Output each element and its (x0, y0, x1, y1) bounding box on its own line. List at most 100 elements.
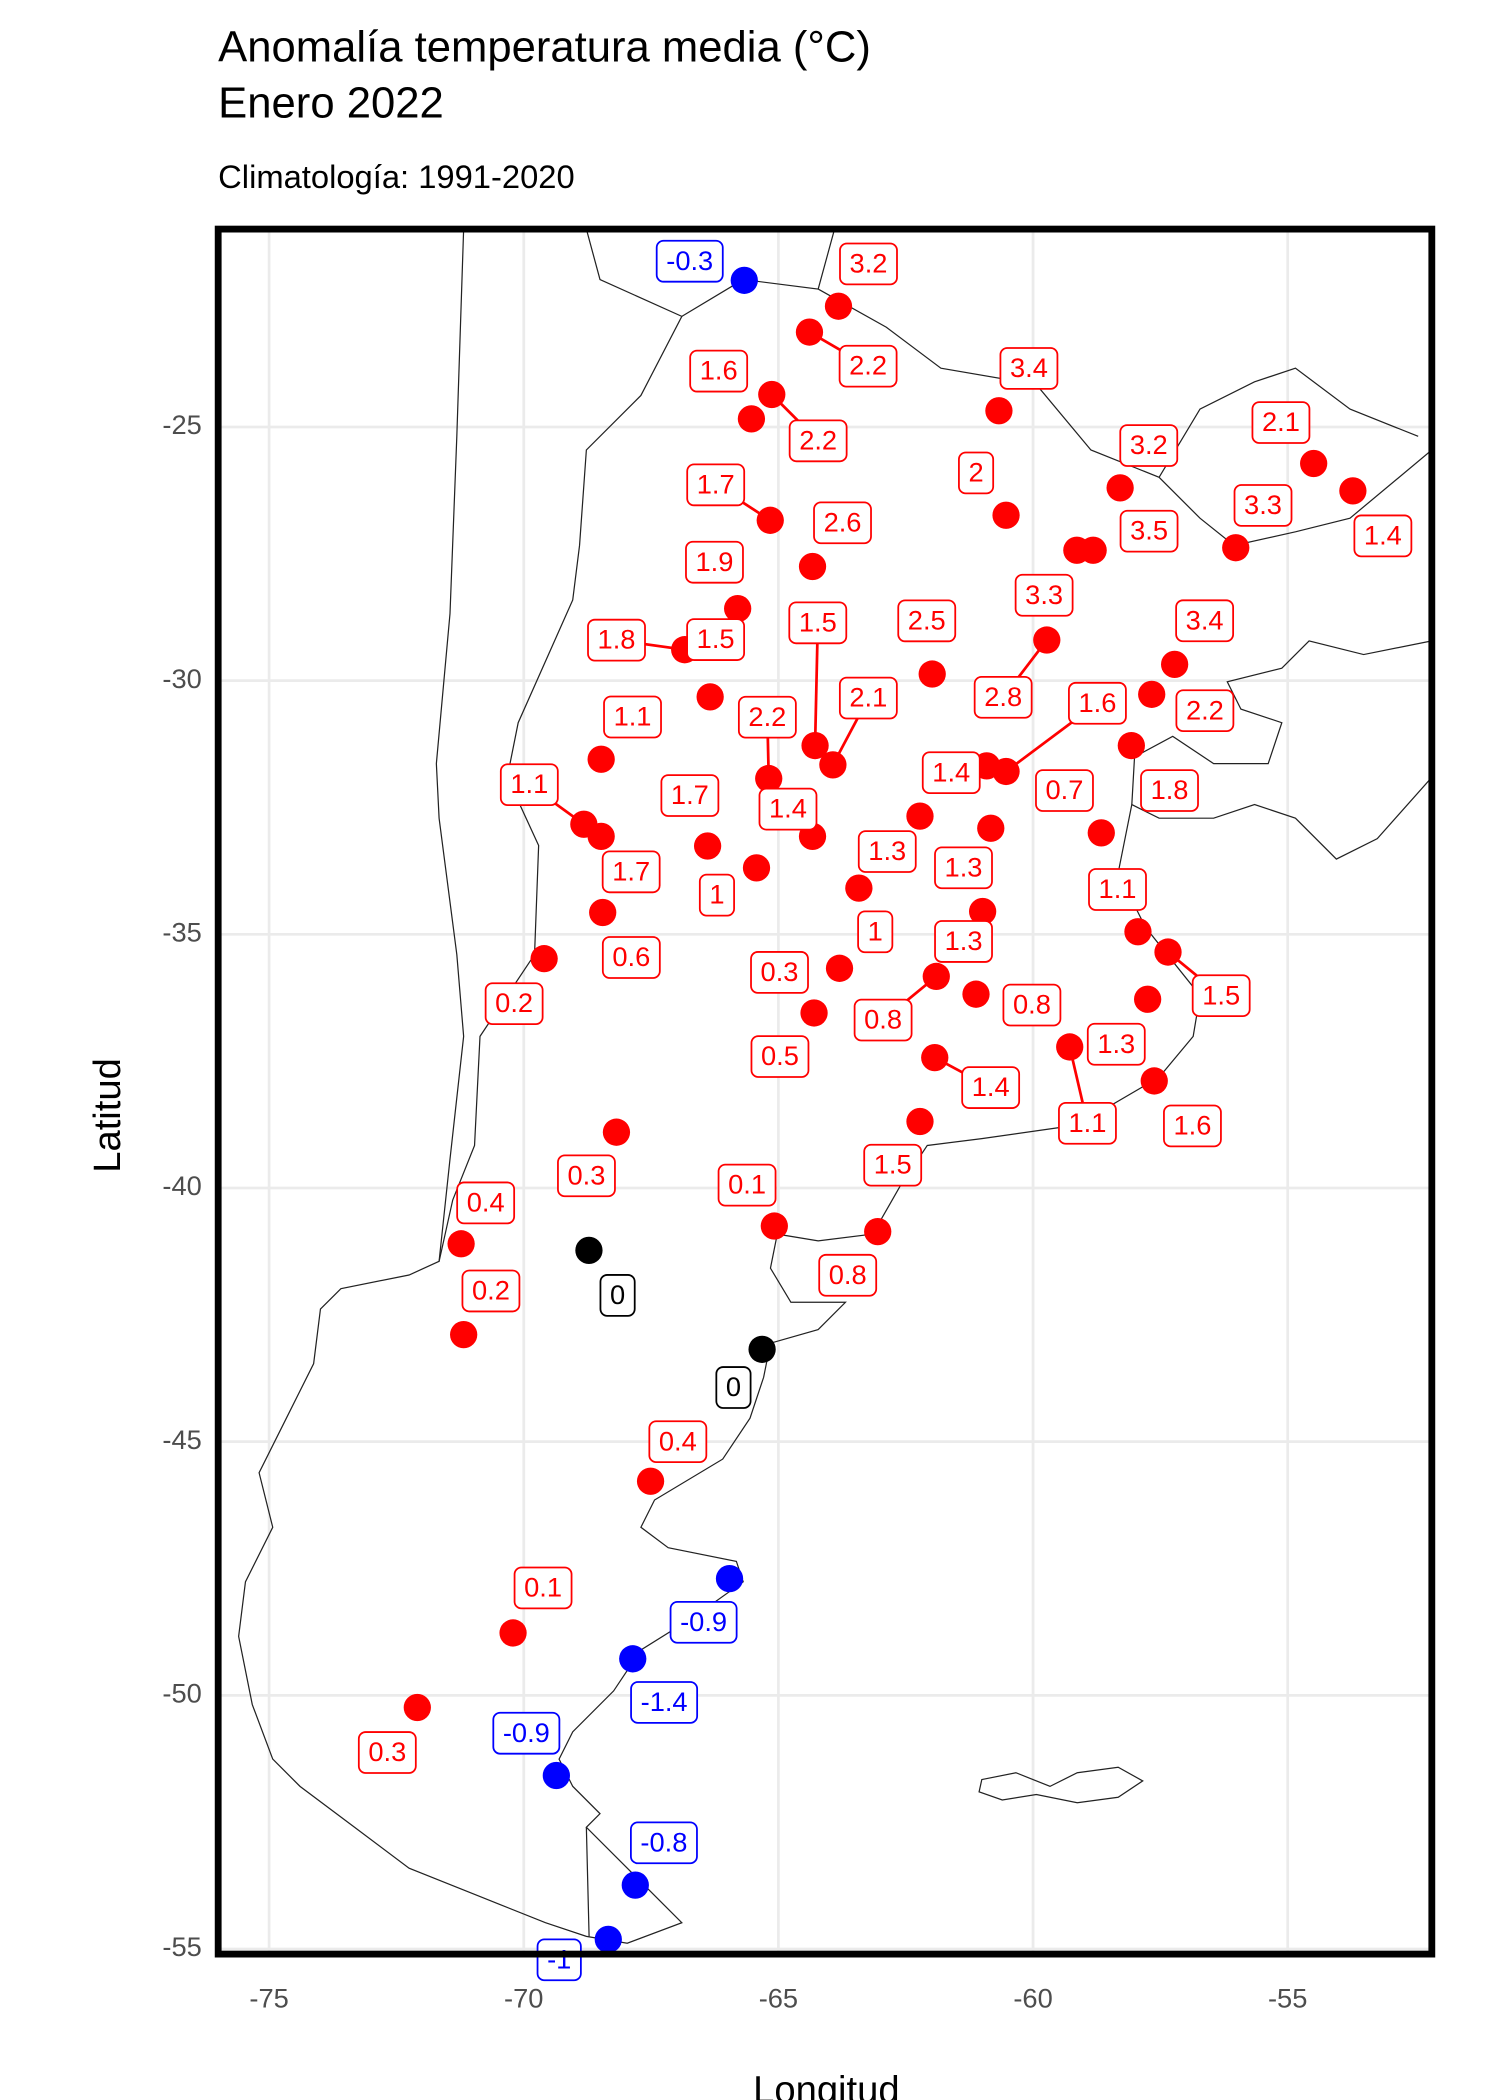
label-box (599, 1274, 636, 1317)
data-label-group: 1.7 (686, 463, 746, 507)
label-box (456, 1181, 516, 1225)
station-point (906, 1107, 934, 1136)
data-label: 1.1 (614, 701, 652, 732)
label-box (961, 1066, 1021, 1109)
data-label: 1.6 (700, 355, 738, 386)
station-point (1124, 918, 1152, 946)
data-label-group: 2.2 (1175, 689, 1235, 733)
station-point (921, 1043, 949, 1072)
data-label: 0.8 (1013, 989, 1051, 1020)
data-label: -0.3 (666, 245, 713, 276)
data-label-group: 2.6 (813, 501, 872, 545)
data-label-group: 2.2 (788, 419, 848, 463)
data-label: 1.5 (697, 623, 735, 654)
label-box (1014, 573, 1074, 617)
label-box (461, 1269, 521, 1313)
station-point (760, 1212, 788, 1240)
station-point (968, 897, 997, 926)
data-label: -0.9 (680, 1606, 727, 1637)
station-point (824, 292, 853, 320)
station-point (1140, 1067, 1168, 1095)
data-label-group: 1.7 (601, 850, 661, 894)
station-point (819, 751, 847, 779)
data-label: 0.3 (567, 1159, 605, 1190)
data-label: 0.1 (524, 1572, 562, 1603)
data-label: 1.8 (1151, 774, 1189, 805)
station-point (587, 822, 615, 851)
data-label: 2.2 (748, 701, 786, 732)
data-label: 1.1 (510, 768, 548, 799)
plot-frame (214, 225, 1436, 1958)
data-label: 2.8 (984, 681, 1022, 712)
data-label: 1.3 (868, 835, 906, 866)
y-tick-label: -40 (162, 1170, 201, 1201)
data-label: 0.8 (864, 1004, 902, 1035)
label-box (484, 982, 544, 1026)
data-label-group: 0.1 (513, 1566, 573, 1610)
station-point (587, 745, 615, 773)
station-point (589, 898, 617, 927)
data-label: 1 (868, 915, 883, 946)
data-label: -1 (547, 1943, 571, 1974)
station-point (696, 683, 724, 711)
data-label: 3.2 (850, 248, 888, 279)
label-box (973, 675, 1033, 719)
data-label-group: 2.2 (737, 695, 797, 739)
label-box (499, 763, 559, 807)
data-label-group: 1.6 (1068, 681, 1127, 725)
label-box (1191, 974, 1251, 1018)
label-box (1233, 484, 1293, 527)
station-point (798, 552, 827, 581)
data-label-group: 3.2 (839, 242, 898, 286)
label-box (1353, 514, 1413, 558)
data-label-group: 1 (857, 910, 894, 954)
station-point (499, 1619, 527, 1647)
label-box (630, 1821, 698, 1865)
label-box (1119, 509, 1179, 553)
data-label: 1.5 (799, 606, 837, 637)
label-box (1088, 868, 1147, 911)
data-label-group: 0.1 (717, 1163, 777, 1207)
station-point (801, 731, 829, 760)
station-point (1033, 626, 1061, 654)
data-label: 1.7 (671, 779, 709, 810)
data-label: 1.4 (1364, 519, 1402, 550)
data-label: 1.8 (598, 624, 636, 655)
station-point (530, 945, 558, 973)
station-point (825, 954, 854, 982)
data-label-group: 3.2 (1119, 424, 1179, 467)
data-label-group: 1.4 (921, 751, 981, 795)
label-box (685, 540, 744, 584)
station-point (1160, 650, 1189, 679)
data-label-group: 0.5 (750, 1035, 810, 1078)
label-box (857, 910, 894, 954)
data-label-group: 0.3 (357, 1731, 417, 1774)
data-label-group: 1.7 (660, 774, 720, 817)
data-label-group: 1.1 (603, 695, 662, 739)
data-label: 2.2 (799, 424, 837, 455)
label-box (863, 1143, 923, 1187)
data-label: -0.9 (503, 1717, 550, 1748)
data-label-group: 1.9 (685, 540, 744, 584)
data-label: 0.6 (612, 941, 650, 972)
label-box (655, 239, 724, 283)
label-box (750, 1035, 810, 1078)
border (438, 229, 683, 1937)
label-box (587, 618, 646, 662)
station-point (636, 1467, 665, 1495)
data-label-group: 2.8 (973, 675, 1033, 719)
label-box (601, 936, 661, 979)
station-point (977, 814, 1005, 842)
data-label: 0 (726, 1371, 741, 1402)
station-point (737, 405, 766, 433)
x-tick-label: -60 (1013, 1983, 1052, 2014)
y-tick-label: -35 (162, 917, 201, 948)
station-point (1154, 938, 1182, 966)
data-label-group: 1.3 (1086, 1022, 1146, 1066)
label-box (357, 1731, 417, 1774)
x-tick-label: -75 (249, 1983, 288, 2014)
chart-subtitle: Climatología: 1991-2020 (218, 158, 575, 195)
border (681, 229, 1432, 805)
label-box (853, 998, 913, 1042)
